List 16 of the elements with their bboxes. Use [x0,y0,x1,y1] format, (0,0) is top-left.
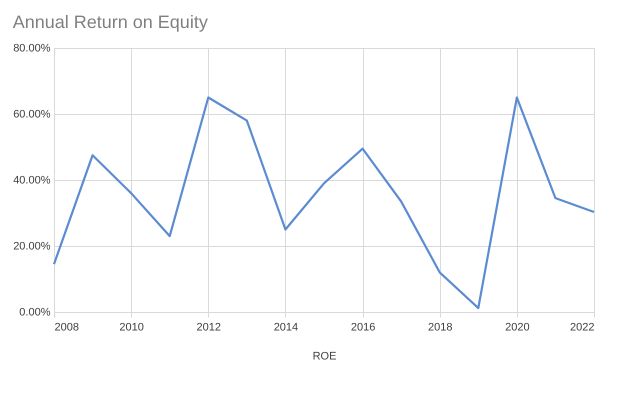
x-tick-label: 2020 [505,322,530,334]
y-tick-label: 80.00% [13,42,51,54]
x-axis-title: ROE [312,350,336,362]
x-tick-label: 2018 [428,322,452,334]
y-tick-label: 40.00% [13,174,51,186]
y-tick-label: 60.00% [13,108,51,120]
chart-title: Annual Return on Equity [12,12,208,32]
x-tick-label: 2010 [119,322,144,334]
y-tick-label: 0.00% [19,306,51,318]
line-series [52,96,596,310]
y-tick-label: 20.00% [13,240,51,252]
x-tick-label: 2016 [350,322,376,334]
x-tick-label: 2012 [196,322,222,334]
x-tick-label: 2022 [570,322,594,334]
x-tick-label: 2008 [54,322,79,334]
x-tick-label: 2014 [274,322,298,334]
